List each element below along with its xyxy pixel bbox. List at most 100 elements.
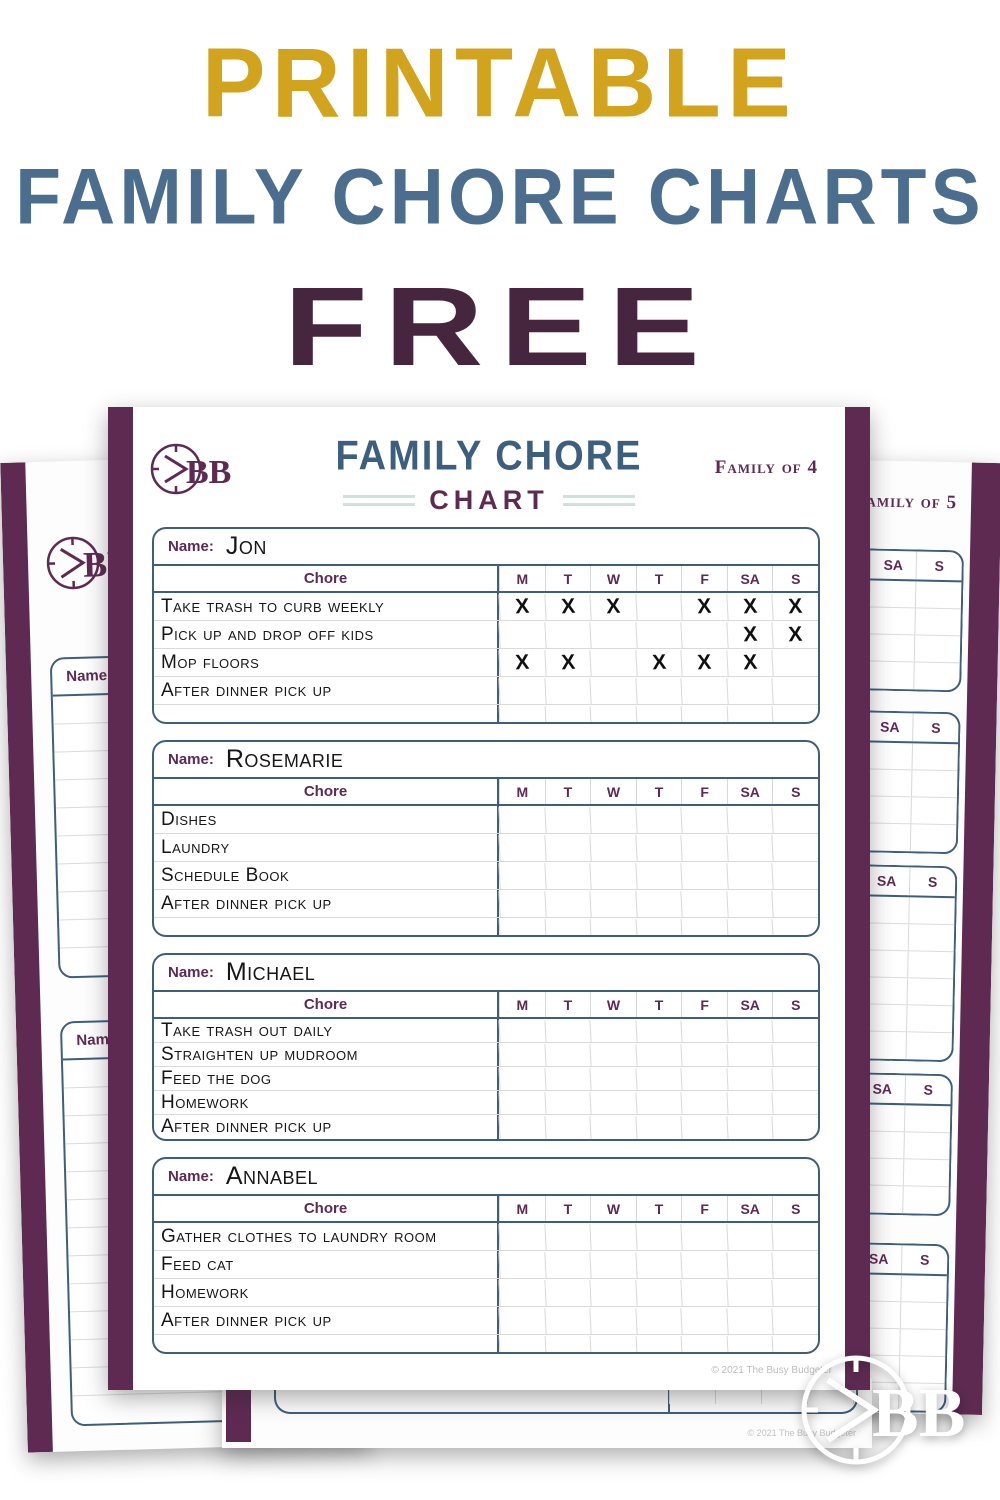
day-column-header: W bbox=[590, 779, 636, 804]
chore-day-cell bbox=[771, 1065, 818, 1092]
chore-day-cell bbox=[680, 619, 728, 650]
chore-day-cell bbox=[913, 635, 961, 663]
chore-day-cell bbox=[907, 924, 955, 952]
chore-name: After dinner pick up bbox=[154, 677, 499, 704]
chore-check-mark: X bbox=[680, 591, 728, 622]
chore-day-cell bbox=[498, 675, 546, 706]
chart-title: FAMILY CHORE bbox=[335, 433, 643, 480]
svg-text:BB: BB bbox=[186, 454, 231, 491]
headline-family-chore-charts: FAMILY CHORE CHARTS bbox=[15, 153, 985, 242]
chore-name: Take trash out daily bbox=[154, 1019, 499, 1042]
chore-day-cell bbox=[589, 1017, 637, 1044]
name-row: Name: Rosemarie bbox=[154, 742, 818, 779]
chore-day-cell bbox=[726, 703, 773, 722]
day-column-header: T bbox=[635, 566, 682, 591]
day-column-header: SA bbox=[866, 712, 913, 742]
chore-day-cell bbox=[680, 675, 728, 706]
chore-day-cell bbox=[867, 661, 914, 690]
main-sections: Name: Jon Chore M T W T F SA S Take trash to curb … bbox=[152, 527, 820, 1370]
chore-name: Feed the dog bbox=[154, 1067, 499, 1090]
chore-day-cell bbox=[543, 1277, 591, 1308]
chore-day-cell bbox=[589, 1249, 637, 1280]
chore-day-cell bbox=[635, 675, 682, 706]
name-value: Rosemarie bbox=[225, 745, 344, 773]
chore-day-cell bbox=[864, 769, 912, 797]
chore-day-cell bbox=[771, 860, 818, 891]
chore-day-cell bbox=[589, 1277, 637, 1308]
chore-name: Homework bbox=[154, 1091, 499, 1114]
chore-day-cell bbox=[498, 1089, 546, 1116]
chore-name: Straighten up mudroom bbox=[154, 1043, 499, 1066]
day-column-header: T bbox=[635, 1196, 682, 1221]
chore-day-cell bbox=[867, 634, 915, 662]
day-column-header: F bbox=[681, 566, 727, 591]
day-column-header: M bbox=[499, 1196, 545, 1221]
chore-day-cell bbox=[771, 1089, 818, 1116]
chore-day-cell bbox=[726, 1249, 774, 1280]
chore-day-cell bbox=[543, 675, 591, 706]
day-column-header: S bbox=[772, 1196, 818, 1221]
chore-day-cell bbox=[635, 1041, 682, 1068]
chore-day-cell bbox=[902, 1186, 949, 1215]
day-column-header: F bbox=[681, 779, 727, 804]
chore-day-cell bbox=[726, 675, 774, 706]
day-column-header: S bbox=[904, 1075, 952, 1105]
chore-day-cell bbox=[680, 804, 728, 835]
chore-check-mark: X bbox=[543, 647, 591, 678]
chore-day-cell bbox=[544, 1065, 591, 1092]
chore-check-mark: X bbox=[726, 647, 774, 678]
busy-budgeter-logo-icon: BB bbox=[150, 443, 231, 495]
chore-day-cell bbox=[635, 1305, 682, 1336]
day-column-header: S bbox=[772, 566, 818, 591]
chore-day-cell bbox=[589, 860, 637, 891]
chore-row: Dishes bbox=[154, 804, 818, 835]
chore-name: Pick up and drop off kids bbox=[154, 621, 499, 648]
table-header-row: Chore M T W T F SA S bbox=[154, 992, 818, 1019]
chore-section-rosemarie: Name: Rosemarie Chore M T W T F SA S Dishes Laundry… bbox=[152, 740, 820, 937]
chore-day-cell bbox=[544, 1089, 591, 1116]
decorative-rule bbox=[343, 495, 416, 506]
chore-row: Schedule Book bbox=[154, 860, 818, 891]
name-label: Name: bbox=[66, 666, 113, 686]
chore-day-cell bbox=[635, 1113, 682, 1139]
chore-day-cell bbox=[589, 703, 637, 722]
chore-check-mark: X bbox=[498, 591, 546, 622]
chore-day-cell bbox=[680, 1305, 728, 1336]
page-edge-bar bbox=[0, 462, 53, 1453]
chore-day-cell bbox=[680, 832, 728, 863]
day-column-header: SA bbox=[726, 1196, 773, 1221]
chore-day-cell bbox=[635, 591, 682, 622]
name-row: Name: Michael bbox=[154, 955, 818, 992]
chore-day-cell bbox=[905, 1032, 952, 1061]
chore-row: After dinner pick up bbox=[154, 1113, 818, 1139]
chore-check-mark: X bbox=[543, 591, 591, 622]
chore-day-cell bbox=[771, 804, 818, 835]
chore-row: Homework bbox=[154, 1089, 818, 1116]
table-header-row: Chore M T W T F SA S bbox=[154, 779, 818, 806]
chore-day-cell bbox=[543, 1249, 591, 1280]
name-value: Jon bbox=[225, 532, 267, 560]
chore-row: Feed the dog bbox=[154, 1065, 818, 1092]
chore-day-cell bbox=[589, 1221, 637, 1252]
day-column-header: S bbox=[915, 551, 963, 581]
chore-name: Feed cat bbox=[154, 1251, 499, 1278]
page-edge-bar bbox=[845, 407, 870, 1390]
chore-day-cell bbox=[726, 1305, 774, 1336]
chore-day-cell bbox=[589, 1333, 637, 1352]
day-column-header: S bbox=[908, 867, 956, 897]
chore-check-mark: X bbox=[771, 619, 818, 650]
chore-day-cell bbox=[910, 770, 958, 798]
chore-day-cell bbox=[543, 860, 591, 891]
chore-day-cell bbox=[910, 797, 957, 825]
day-column-header: M bbox=[499, 779, 545, 804]
chore-check-mark: X bbox=[726, 591, 774, 622]
chore-row: After dinner pick up bbox=[154, 1305, 818, 1336]
chore-day-cell bbox=[544, 1041, 591, 1068]
chore-day-cell bbox=[726, 1017, 774, 1044]
chore-day-cell bbox=[680, 1113, 728, 1139]
chore-day-cell bbox=[868, 607, 915, 635]
name-label: Name: bbox=[168, 538, 214, 555]
chore-day-cell bbox=[864, 796, 911, 824]
chore-day-cell bbox=[726, 1221, 774, 1252]
chore-day-cell bbox=[635, 703, 682, 722]
